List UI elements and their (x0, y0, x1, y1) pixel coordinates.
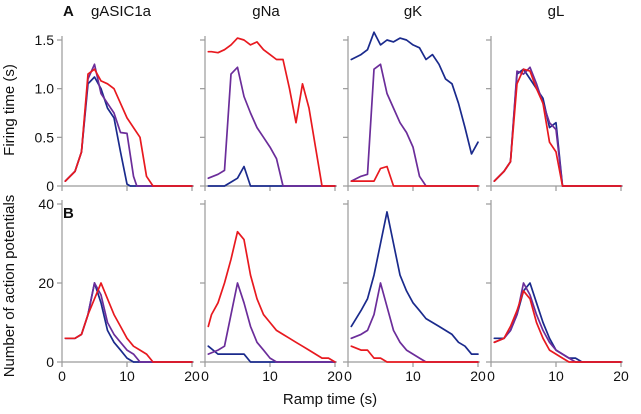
chart-b-gk: 0 10 20 (343, 200, 486, 384)
chart-b-gasic1a-ytick-label: 40 (38, 196, 54, 212)
chart-b-gasic1a-xtick-label: 10 (119, 368, 135, 384)
chart-b-gna-xtick-label: 0 (201, 368, 209, 384)
chart-b-gna-xtick-label: 20 (327, 368, 343, 384)
column-title-gasic1a: gASIC1a (91, 3, 152, 20)
chart-b-gl-series-purple (493, 282, 622, 363)
chart-b-gasic1a-ytick-label: 20 (38, 275, 54, 291)
chart-b-gasic1a-xtick-label: 20 (184, 368, 200, 384)
chart-a-gasic1a-ytick-label: 0.5 (35, 129, 55, 145)
chart-a-gk (343, 31, 480, 191)
chart-b-gasic1a-xtick-label: 0 (58, 368, 66, 384)
panel-label-b: B (63, 205, 74, 222)
chart-b-gl-xtick-label: 10 (548, 368, 564, 384)
chart-b-gk-series-purple (350, 282, 479, 363)
chart-b-gk-series-red (350, 345, 479, 363)
x-axis-label-ramp-time: Ramp time (s) (283, 391, 377, 408)
chart-b-gl-xtick-label: 20 (613, 368, 629, 384)
chart-b-gk-xtick-label: 20 (470, 368, 486, 384)
chart-a-gk-series-red (350, 165, 479, 187)
chart-b-gasic1a-series-red (64, 282, 193, 363)
panel-label-a: A (63, 3, 74, 20)
chart-a-gasic1a-series-red (64, 68, 193, 187)
chart-b-gasic1a-ytick-label: 0 (46, 354, 54, 370)
column-title-gk: gK (404, 3, 422, 20)
chart-b-gna-series-red (207, 230, 336, 363)
chart-a-gl (486, 36, 623, 191)
chart-a-gk-series-blue (350, 31, 479, 155)
chart-b-gasic1a: 0 20 40 0 10 20 (38, 196, 200, 384)
y-axis-label-action-potentials: Number of action potentials (1, 195, 18, 378)
chart-a-gna-series-red (207, 37, 336, 187)
y-axis-label-firing-time: Firing time (s) (1, 64, 18, 156)
chart-b-gna: 0 10 20 (200, 200, 343, 384)
chart-b-gl: 0 10 20 (486, 200, 629, 384)
chart-b-gna-series-blue (207, 345, 336, 363)
chart-a-gasic1a-ytick-label: 0 (46, 178, 54, 194)
chart-b-gna-xtick-label: 10 (262, 368, 278, 384)
chart-a-gasic1a-ytick-label: 1.0 (35, 81, 55, 97)
chart-a-gasic1a-ytick-label: 1.5 (35, 32, 55, 48)
chart-a-gk-series-purple (350, 63, 479, 187)
chart-a-gl-series-red (493, 68, 622, 187)
chart-b-gna-series-purple (207, 282, 336, 363)
chart-a-gna-series-blue (207, 165, 336, 187)
chart-a-gna-series-purple (207, 66, 336, 187)
chart-b-gl-xtick-label: 0 (487, 368, 495, 384)
chart-a-gasic1a-series-blue (64, 76, 193, 187)
chart-b-gasic1a-series-purple (64, 282, 193, 363)
chart-b-gk-series-blue (350, 211, 479, 355)
chart-b-gk-xtick-label: 10 (405, 368, 421, 384)
chart-a-gna (200, 36, 337, 191)
chart-b-gk-xtick-label: 0 (344, 368, 352, 384)
chart-a-gasic1a: 0 0.5 1.0 1.5 (35, 32, 194, 194)
chart-b-gl-series-red (493, 290, 622, 363)
column-title-gna: gNa (252, 3, 280, 20)
column-title-gl: gL (548, 3, 565, 20)
